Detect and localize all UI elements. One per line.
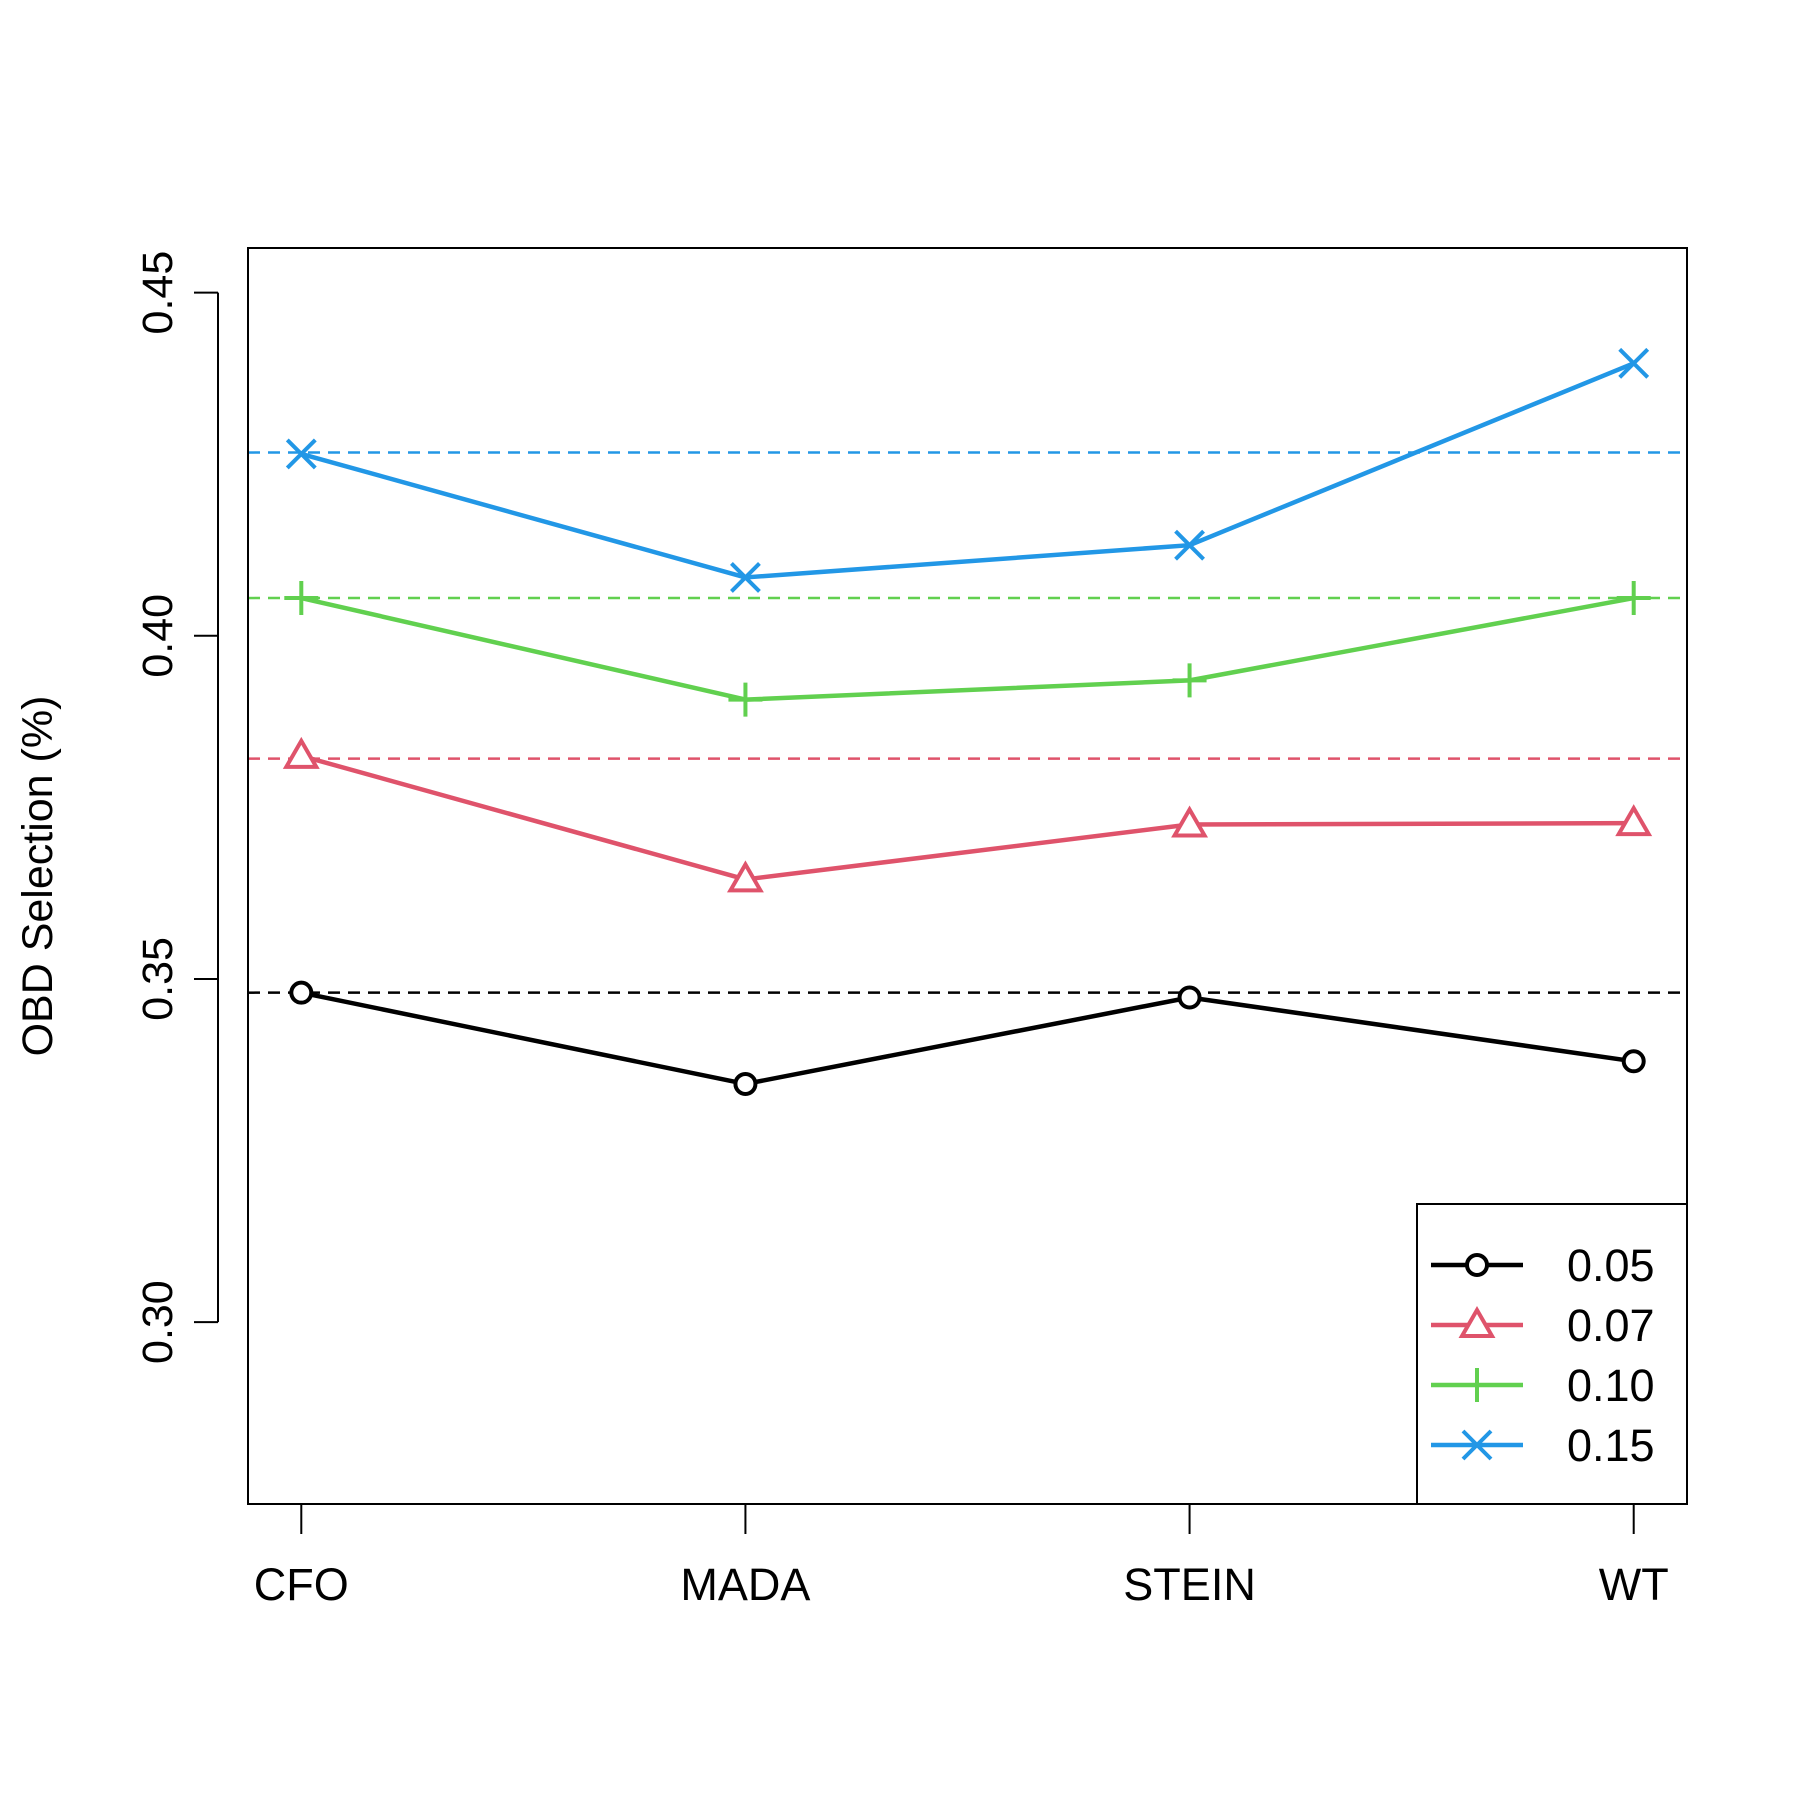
legend-label-0.05: 0.05 bbox=[1567, 1240, 1655, 1291]
point-0.05-MADA bbox=[733, 1071, 758, 1096]
point-0.15-MADA bbox=[730, 562, 761, 593]
series-0.10 bbox=[284, 581, 1651, 717]
series-line-0.15 bbox=[300, 361, 1635, 580]
legend-label-0.10: 0.10 bbox=[1567, 1360, 1655, 1411]
series-line-0.05 bbox=[300, 990, 1635, 1087]
legend-label-0.15: 0.15 bbox=[1567, 1420, 1655, 1471]
point-0.07-WT bbox=[1615, 804, 1653, 837]
point-0.05-CFO bbox=[289, 980, 314, 1005]
legend-item-0.07: 0.07 bbox=[1431, 1300, 1655, 1351]
reference-lines bbox=[248, 451, 1687, 994]
point-0.15-CFO bbox=[285, 438, 317, 470]
y-tick-label-0.35: 0.35 bbox=[134, 937, 182, 1021]
legend-item-0.15: 0.15 bbox=[1431, 1420, 1655, 1471]
x-tick-label-CFO: CFO bbox=[254, 1559, 349, 1610]
series-0.05 bbox=[289, 980, 1646, 1096]
x-tick-label-WT: WT bbox=[1599, 1559, 1669, 1610]
point-0.15-STEIN bbox=[1174, 529, 1205, 561]
legend-marker-0.05 bbox=[1465, 1253, 1489, 1277]
point-0.15-WT bbox=[1618, 347, 1650, 379]
point-0.10-CFO bbox=[284, 581, 319, 616]
point-0.10-MADA bbox=[728, 682, 763, 717]
y-axis: 0.30 0.35 0.40 0.45 bbox=[134, 251, 219, 1364]
legend-item-0.10: 0.10 bbox=[1431, 1360, 1655, 1411]
x-axis: CFO MADA STEIN WT bbox=[254, 1503, 1669, 1610]
y-tick-label-0.40: 0.40 bbox=[134, 594, 182, 678]
point-0.05-STEIN bbox=[1177, 985, 1202, 1010]
y-tick-label-0.30: 0.30 bbox=[134, 1280, 182, 1364]
series-line-0.07 bbox=[300, 753, 1634, 882]
point-0.07-STEIN bbox=[1171, 805, 1209, 838]
y-axis-label: OBD Selection (%) bbox=[14, 696, 62, 1057]
point-0.10-WT bbox=[1616, 581, 1651, 616]
series-line-0.10 bbox=[300, 595, 1635, 702]
x-tick-label-MADA: MADA bbox=[680, 1559, 810, 1610]
legend: 0.05 0.07 0.10 0.15 bbox=[1416, 1203, 1688, 1505]
legend-marker-0.10 bbox=[1460, 1368, 1494, 1402]
series-0.15 bbox=[285, 347, 1650, 593]
legend-box bbox=[1416, 1203, 1688, 1505]
legend-marker-0.07 bbox=[1458, 1305, 1496, 1338]
point-0.07-CFO bbox=[282, 736, 320, 769]
x-tick-label-STEIN: STEIN bbox=[1123, 1559, 1256, 1610]
point-0.05-WT bbox=[1621, 1049, 1646, 1074]
legend-item-0.05: 0.05 bbox=[1431, 1240, 1655, 1291]
point-0.07-MADA bbox=[726, 860, 764, 893]
y-tick-label-0.45: 0.45 bbox=[134, 251, 182, 335]
legend-label-0.07: 0.07 bbox=[1567, 1300, 1655, 1351]
legend-marker-0.15 bbox=[1461, 1429, 1493, 1461]
series-0.07 bbox=[282, 736, 1653, 893]
series-layer bbox=[282, 347, 1653, 1096]
point-0.10-STEIN bbox=[1172, 663, 1207, 698]
